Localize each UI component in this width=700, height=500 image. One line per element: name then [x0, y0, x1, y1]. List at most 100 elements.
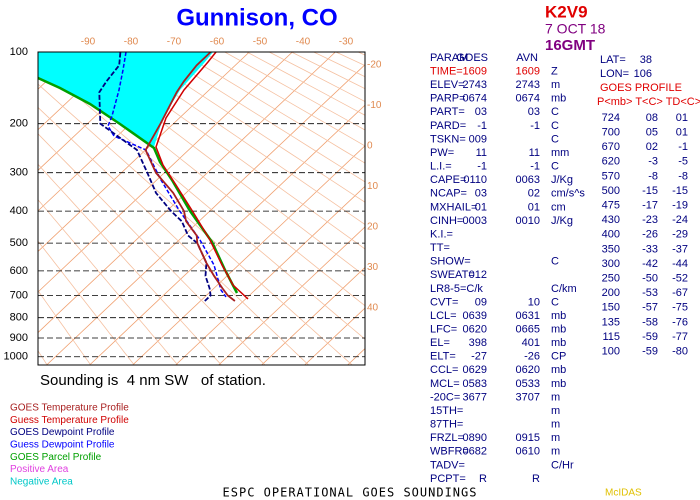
- profile-cell: 02: [646, 141, 658, 153]
- param-cell: mb: [551, 378, 566, 390]
- param-cell: C: [551, 133, 559, 145]
- dry-adiabat: [0, 52, 9, 374]
- station: K2V9: [545, 2, 588, 21]
- param-cell: mb: [551, 364, 566, 376]
- profiles: [38, 52, 249, 302]
- param-cell: Z: [551, 65, 558, 77]
- pressure-label: 200: [10, 118, 28, 130]
- footer-right: McIDAS: [605, 488, 642, 499]
- param-cell: PCPT=: [430, 473, 466, 485]
- profile-cell: -77: [672, 331, 688, 343]
- isotherm: [38, 52, 250, 252]
- param-cell: 0583: [463, 378, 487, 390]
- parcel-profile: [38, 76, 239, 294]
- temperature-label: -90: [81, 37, 96, 48]
- profile-cell: -44: [672, 258, 688, 270]
- param-cell: m: [551, 432, 560, 444]
- param-cell: 0620: [516, 364, 540, 376]
- param-cell: LFC=: [430, 324, 457, 336]
- profile-cell: 300: [602, 258, 620, 270]
- param-cell: CP: [551, 351, 566, 363]
- profile-cell: -8: [678, 170, 688, 182]
- profile-cell: -75: [672, 302, 688, 314]
- pressure-label: 300: [10, 167, 28, 179]
- param-cell: C: [551, 161, 559, 173]
- param-cell: NCAP=: [430, 188, 467, 200]
- profile-cell: 670: [602, 141, 620, 153]
- lon-label: LON=: [600, 68, 629, 80]
- legend-entry: GOES Dewpoint Profile: [10, 427, 115, 438]
- profile-cell: 475: [602, 200, 620, 212]
- temperature-label: -40: [296, 37, 311, 48]
- param-cell: 0063: [516, 174, 540, 186]
- param-cell: TADV=: [430, 459, 465, 471]
- profile-cell: -67: [672, 287, 688, 299]
- param-cell: 11: [529, 147, 540, 159]
- param-cell: 01: [475, 201, 487, 213]
- profile-cell: 08: [646, 112, 658, 124]
- isotherm-label: -20: [367, 59, 382, 70]
- profile-cell: -58: [642, 316, 658, 328]
- param-cell: CCL=: [430, 364, 458, 376]
- param-cell: 02: [528, 188, 540, 200]
- param-cell: 012: [469, 269, 487, 281]
- temperature-label: -50: [253, 37, 268, 48]
- param-cell: 0110: [463, 174, 487, 186]
- isotherm: [38, 52, 121, 131]
- param-cell: 3677: [463, 391, 487, 403]
- param-cell: C/Hr: [551, 459, 574, 471]
- profile-cell: 200: [602, 287, 620, 299]
- param-cell: m: [551, 391, 560, 403]
- param-cell: SWEAT=: [430, 269, 475, 281]
- param-cell: 1609: [516, 65, 540, 77]
- dry-adiabat: [38, 133, 266, 365]
- param-cell: R: [479, 473, 487, 485]
- param-cell: 0665: [516, 324, 540, 336]
- param-cell: WBFR=: [430, 446, 469, 458]
- dry-adiabat: [38, 290, 92, 365]
- profile-cell: 250: [602, 273, 620, 285]
- profile-cell: 01: [676, 112, 688, 124]
- profile-cell: -17: [642, 200, 658, 212]
- time: 16GMT: [545, 37, 595, 54]
- profile-cell: 350: [602, 243, 620, 255]
- dry-adiabat: [90, 52, 365, 250]
- param-cell: CINH=: [430, 215, 463, 227]
- param-cell: L.I.=: [430, 161, 452, 173]
- footer: ESPC OPERATIONAL GOES SOUNDINGS: [223, 486, 478, 500]
- param-cell: LR8-5=C/k: [430, 283, 483, 295]
- param-cell: mb: [551, 337, 566, 349]
- param-cell: J/Kg: [551, 174, 573, 186]
- profile-cell: -8: [648, 170, 658, 182]
- param-cell: 398: [469, 337, 487, 349]
- isotherm: [89, 104, 365, 365]
- profile-cell: 400: [602, 229, 620, 241]
- param-cell: 0890: [463, 432, 487, 444]
- param-cell: PARD=: [430, 120, 466, 132]
- pressure-label: 500: [10, 237, 28, 249]
- param-cell: 87TH=: [430, 419, 463, 431]
- profile-cell: -24: [672, 214, 688, 226]
- param-cell: -1: [477, 161, 487, 173]
- param-cell: 2743: [516, 79, 540, 91]
- param-cell: R: [532, 473, 540, 485]
- param-cell: MCL=: [430, 378, 460, 390]
- param-cell: 3707: [516, 391, 540, 403]
- param-cell: m: [551, 446, 560, 458]
- dry-adiabat: [135, 52, 365, 203]
- profile-cell: -76: [672, 316, 688, 328]
- param-cell: 0682: [463, 446, 487, 458]
- param-cell: mm: [551, 147, 569, 159]
- isotherm: [46, 64, 365, 365]
- profile-cell: 135: [602, 316, 620, 328]
- isotherm: [218, 226, 365, 365]
- profile-cell: -33: [642, 243, 658, 255]
- lon: 106: [634, 68, 652, 80]
- param-cell: C: [551, 256, 559, 268]
- param-cell: mb: [551, 310, 566, 322]
- isotherm-label: 0: [367, 140, 373, 151]
- goes-dewpoint: [98, 52, 212, 302]
- profile-cell: 430: [602, 214, 620, 226]
- legend-entry: Positive Area: [10, 464, 69, 475]
